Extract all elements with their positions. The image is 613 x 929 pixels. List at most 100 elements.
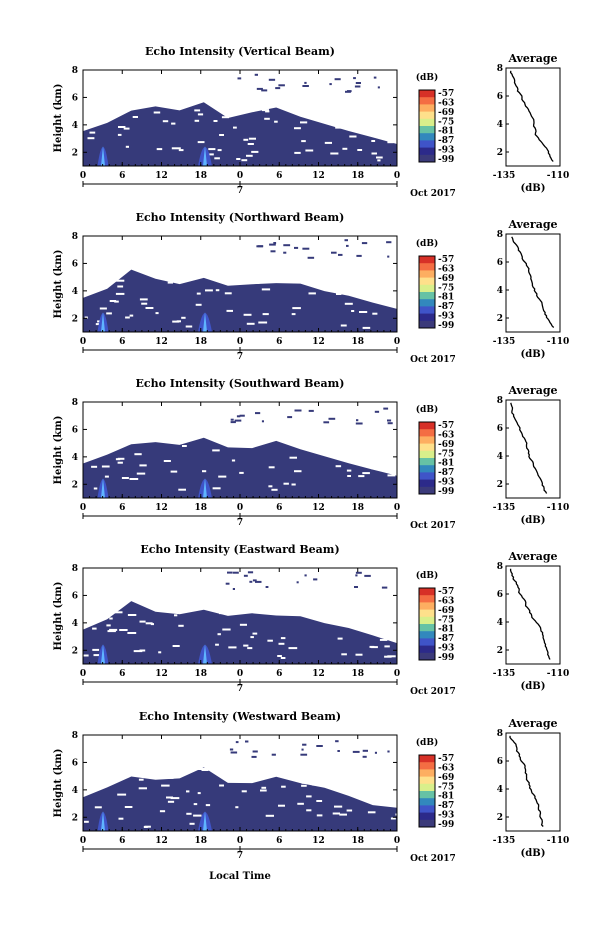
colorbar-tick-label: -81 xyxy=(438,625,454,635)
avg-x-tick-label: -110 xyxy=(547,337,570,347)
gap-speck xyxy=(252,598,256,601)
colorbar-tick-label: -57 xyxy=(438,255,454,265)
gap-speck xyxy=(145,622,153,625)
gap-speck xyxy=(170,430,179,433)
date-label: Oct 2017 xyxy=(410,854,456,864)
upper-echo xyxy=(323,421,330,424)
gap-speck xyxy=(270,262,277,265)
gap-speck xyxy=(193,803,198,806)
gap-speck xyxy=(93,487,98,490)
colorbar-unit: (dB) xyxy=(416,737,438,748)
y-tick-label: 2 xyxy=(72,646,78,656)
colorbar-swatch xyxy=(419,624,435,632)
x-tick-label: 6 xyxy=(276,171,282,181)
gap-speck xyxy=(370,612,379,614)
avg-y-tick-label: 8 xyxy=(497,729,503,739)
colorbar-tick-label: -99 xyxy=(438,653,454,663)
gap-speck xyxy=(237,107,245,110)
colorbar-tick-label: -93 xyxy=(438,644,454,654)
gap-speck xyxy=(300,100,310,103)
colorbar-tick-label: -87 xyxy=(438,801,454,811)
upper-echo xyxy=(355,574,358,577)
gap-speck xyxy=(104,475,109,478)
gap-speck xyxy=(292,95,298,98)
colorbar-tick-label: -63 xyxy=(438,264,454,274)
gap-speck xyxy=(162,120,169,123)
gap-speck xyxy=(193,814,202,817)
gap-speck xyxy=(278,642,285,645)
upper-echo xyxy=(252,579,257,582)
gap-speck xyxy=(99,307,107,310)
upper-echo xyxy=(387,750,390,753)
y-axis-label: Height (km) xyxy=(53,416,64,485)
upper-echo xyxy=(313,578,318,581)
upper-echo xyxy=(287,416,293,419)
upper-echo xyxy=(346,244,349,247)
gap-speck xyxy=(362,427,366,430)
gap-speck xyxy=(359,311,368,313)
gap-speck xyxy=(224,292,232,295)
gap-speck xyxy=(197,792,201,795)
gap-speck xyxy=(116,599,122,602)
gap-speck xyxy=(254,442,259,445)
gap-speck xyxy=(384,280,389,283)
y-tick-label: 4 xyxy=(72,453,78,463)
upper-echo xyxy=(352,750,360,753)
gap-speck xyxy=(93,654,100,657)
gap-speck xyxy=(252,632,258,635)
upper-echo xyxy=(302,85,309,87)
gap-speck xyxy=(280,657,286,659)
gap-speck xyxy=(173,600,179,603)
gap-speck xyxy=(174,614,178,617)
panel-2: Echo Intensity (Southward Beam) 0 6 12 18 0 6 1… xyxy=(53,377,569,531)
echo-region xyxy=(83,269,397,332)
colorbar-tick-label: -57 xyxy=(438,754,454,764)
gap-speck xyxy=(220,604,227,607)
average-title: Average xyxy=(507,218,557,231)
panel-title: Echo Intensity (Southward Beam) xyxy=(136,377,345,390)
gap-speck xyxy=(117,793,127,796)
colorbar-swatch xyxy=(419,798,435,806)
gap-speck xyxy=(212,449,220,452)
y-tick-label: 4 xyxy=(72,121,78,131)
upper-echo xyxy=(243,574,248,577)
colorbar-swatch xyxy=(419,588,435,596)
upper-echo xyxy=(278,84,285,87)
panel-title: Echo Intensity (Eastward Beam) xyxy=(140,543,339,556)
gap-speck xyxy=(318,768,323,771)
avg-x-tick-label: -135 xyxy=(493,836,516,846)
gap-speck xyxy=(186,790,190,793)
gap-speck xyxy=(362,326,371,329)
gap-speck xyxy=(142,265,147,268)
gap-speck xyxy=(241,159,248,162)
gap-speck xyxy=(291,313,296,316)
colorbar-tick-label: -93 xyxy=(438,312,454,322)
gap-speck xyxy=(340,784,349,787)
gap-speck xyxy=(116,279,125,282)
strong-echo-core xyxy=(101,312,105,332)
upper-echo xyxy=(356,419,359,422)
gap-speck xyxy=(361,288,370,291)
gap-speck xyxy=(231,459,236,462)
gap-speck xyxy=(156,607,162,610)
upper-echo xyxy=(225,582,230,585)
gap-speck xyxy=(103,598,108,601)
gap-speck xyxy=(372,312,378,315)
gap-speck xyxy=(97,320,101,323)
gap-speck xyxy=(181,316,186,319)
gap-speck xyxy=(308,292,316,295)
y-axis-label: Height (km) xyxy=(53,84,64,153)
x-tick-label: 12 xyxy=(312,171,325,181)
colorbar-swatch xyxy=(419,263,435,271)
avg-y-tick-label: 6 xyxy=(497,424,503,434)
gap-speck xyxy=(246,154,253,157)
gap-speck xyxy=(312,427,316,429)
x-tick-label: 0 xyxy=(394,503,400,513)
strong-echo-core xyxy=(101,644,105,664)
x-tick-label: 12 xyxy=(312,669,325,679)
gap-speck xyxy=(221,116,229,119)
avg-y-tick-label: 6 xyxy=(497,757,503,767)
y-tick-label: 6 xyxy=(72,93,78,103)
gap-speck xyxy=(275,275,284,278)
gap-speck xyxy=(280,637,286,640)
